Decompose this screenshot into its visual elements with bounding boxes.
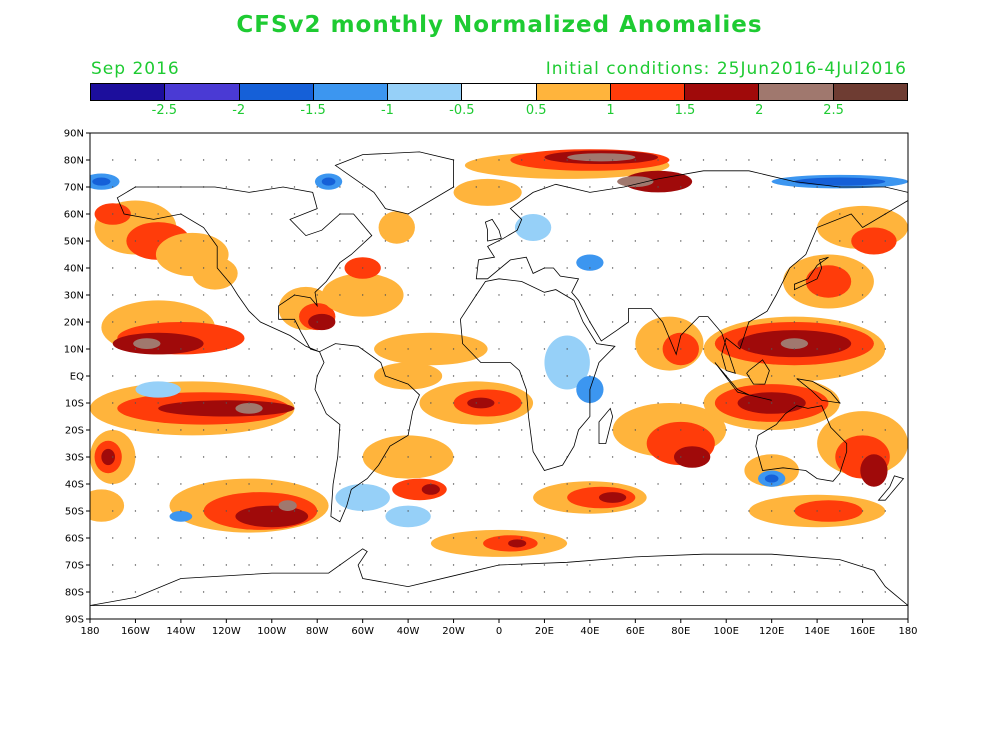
- colorbar-swatch: [239, 84, 314, 100]
- lon-label: 80E: [671, 626, 690, 637]
- lon-label: 140E: [804, 626, 829, 637]
- lat-label: 10N: [64, 345, 84, 356]
- lat-label: 80S: [65, 588, 84, 599]
- colorbar-label: 1: [606, 103, 615, 118]
- lat-label: 40S: [65, 480, 84, 491]
- colorbar-label: -0.5: [449, 103, 475, 118]
- lat-label: 60S: [65, 534, 84, 545]
- lon-label: 160W: [121, 626, 150, 637]
- lat-label: 90S: [65, 615, 84, 626]
- lon-label: 60E: [626, 626, 645, 637]
- colorbar-label: -2.5: [151, 103, 178, 118]
- lat-label: 50N: [64, 237, 84, 248]
- colorbar-swatch: [536, 84, 611, 100]
- coastline-eurasia: [475, 170, 908, 374]
- colorbar-label: 0.5: [525, 103, 547, 118]
- coastline-new-zealand: [877, 475, 905, 501]
- colorbar-label: 1.5: [674, 103, 696, 118]
- lat-label: 10S: [65, 399, 84, 410]
- coastline-indonesia: [714, 362, 772, 401]
- lon-label: 0: [496, 626, 502, 637]
- lat-label: 20S: [65, 426, 84, 437]
- coastline-new-guinea: [796, 378, 841, 404]
- colorbar-label: 2: [755, 103, 764, 118]
- colorbar: [90, 83, 908, 101]
- chart-title: CFSv2 monthly Normalized Anomalies: [236, 12, 763, 38]
- colorbar-labels: -2.5 -2 -1.5 -1 -0.5 0.5 1 1.5 2 2.5: [90, 103, 908, 119]
- lat-label: 70S: [65, 561, 84, 572]
- initial-conditions: Initial conditions: 25Jun2016-4Jul2016: [545, 59, 907, 79]
- lat-label: 30N: [64, 291, 84, 302]
- coastline-africa: [459, 278, 616, 471]
- colorbar-swatch: [685, 84, 760, 100]
- coastline-uk: [484, 218, 502, 242]
- colorbar-swatch: [759, 84, 834, 100]
- coastline-antarctica: [90, 548, 908, 606]
- lat-label: 30S: [65, 453, 84, 464]
- colorbar-swatch: [833, 84, 907, 100]
- lat-label: 60N: [64, 210, 84, 221]
- colorbar-swatch: [388, 84, 463, 100]
- coastlines: [90, 151, 908, 606]
- lon-label: 20E: [535, 626, 554, 637]
- lon-label: 120E: [759, 626, 784, 637]
- map-axes: 90N 80N 70N 60N 50N 40N 30N 20N 10N EQ 10S 20S 30S 40…: [64, 129, 918, 638]
- coastline-madagascar: [598, 407, 614, 444]
- map-plot-area: [90, 133, 908, 619]
- colorbar-swatch: [91, 84, 166, 100]
- lon-label: 140W: [166, 626, 195, 637]
- colorbar-swatch: [313, 84, 389, 100]
- colorbar-label: 2.5: [823, 103, 844, 118]
- colorbar-swatch: [610, 84, 686, 100]
- lat-label: EQ: [70, 372, 84, 383]
- lon-label: 180: [80, 626, 99, 637]
- lon-label: 60W: [351, 626, 374, 637]
- coastline-greenland: [334, 151, 455, 215]
- colorbar-label: -1.5: [300, 103, 326, 118]
- lon-label: 20W: [442, 626, 465, 637]
- lon-label: 180: [898, 626, 917, 637]
- colorbar-label: -1: [380, 103, 394, 118]
- lon-label: 80W: [306, 626, 329, 637]
- lat-label: 20N: [64, 318, 84, 329]
- lon-label: 160E: [850, 626, 875, 637]
- colorbar-swatch: [462, 84, 537, 100]
- lat-label: 50S: [65, 507, 84, 518]
- lon-label: 40W: [397, 626, 420, 637]
- colorbar-swatch: [165, 84, 240, 100]
- coastline-north-america: [116, 186, 373, 353]
- coastline-japan: [794, 256, 829, 291]
- coastline-borneo: [746, 359, 770, 385]
- lat-label: 80N: [64, 156, 84, 167]
- lat-label: 40N: [64, 264, 84, 275]
- lat-label: 70N: [64, 183, 84, 194]
- coastline-australia: [755, 405, 848, 482]
- coastline-south-america: [314, 343, 420, 523]
- forecast-month: Sep 2016: [91, 59, 180, 79]
- lon-label: 100E: [714, 626, 739, 637]
- lon-label: 100W: [257, 626, 286, 637]
- lon-label: 40E: [580, 626, 599, 637]
- lat-label: 90N: [64, 129, 84, 140]
- lon-label: 120W: [212, 626, 241, 637]
- colorbar-label: -2: [232, 103, 246, 118]
